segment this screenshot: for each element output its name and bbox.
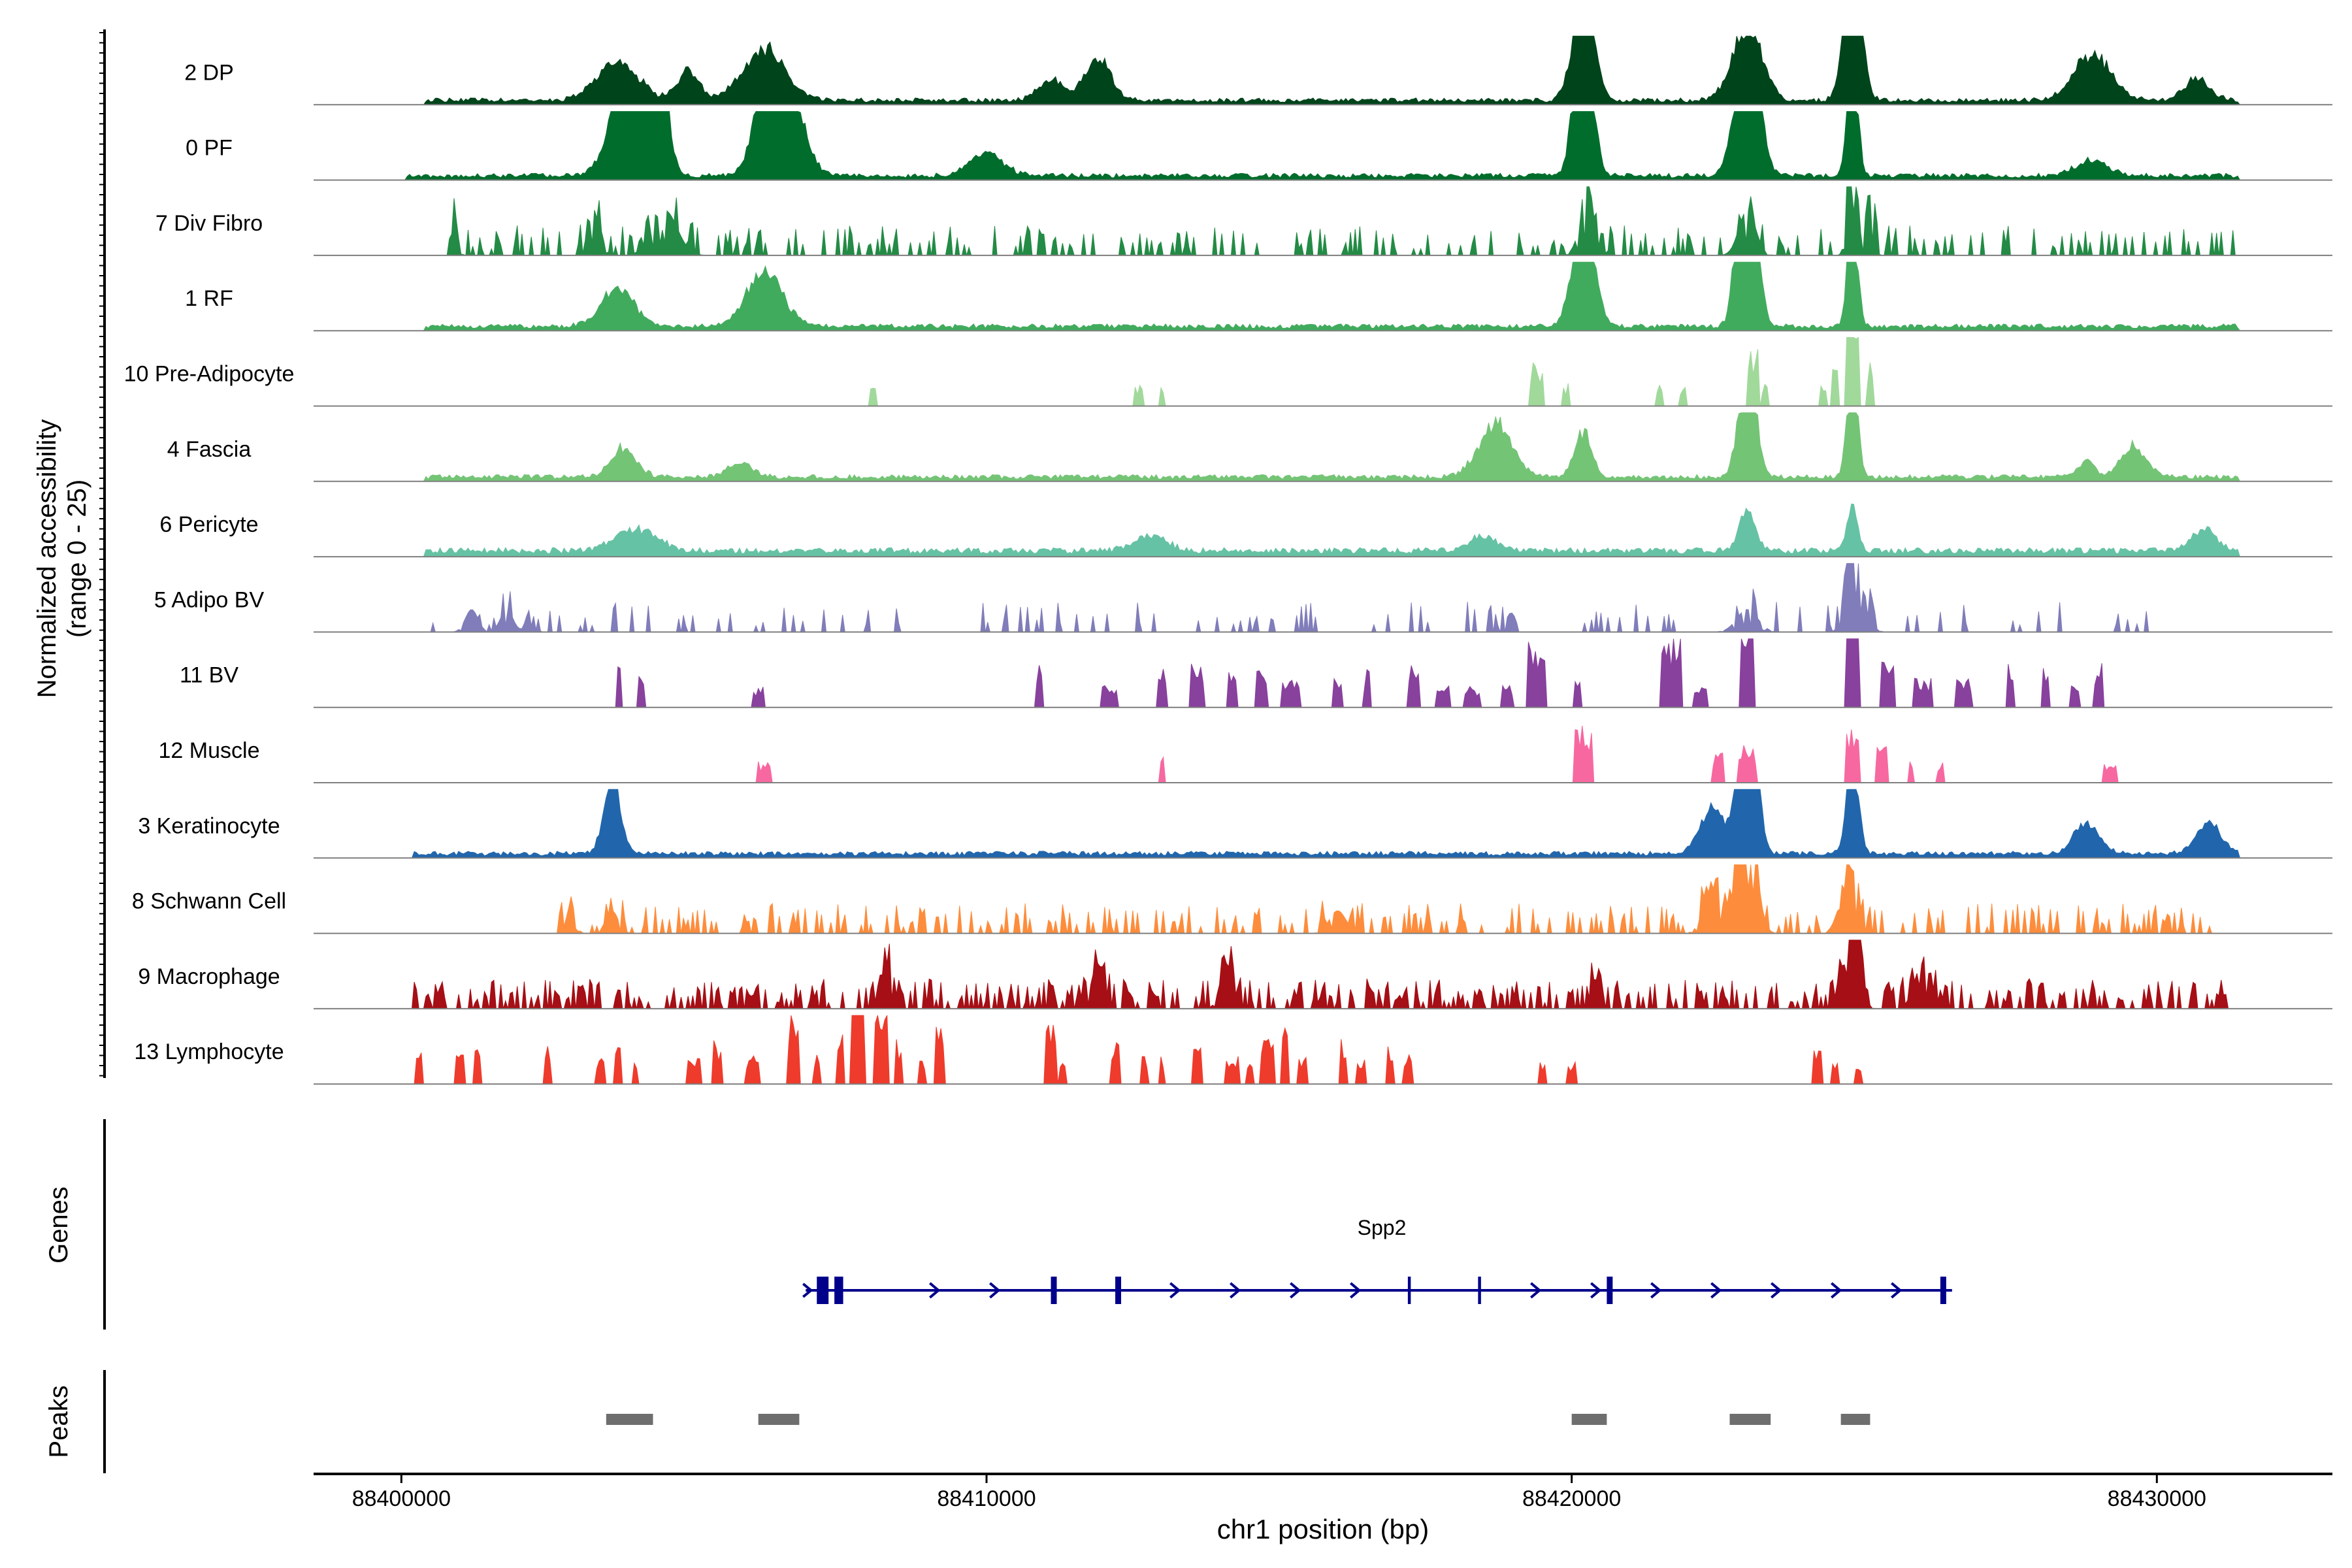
gene-name-label: Spp2	[1358, 1216, 1407, 1239]
track-6-pericyte: 6 Pericyte	[159, 503, 2332, 558]
track-label: 3 Keratinocyte	[138, 813, 280, 838]
x-axis-ticks: 88400000 88410000 88420000 88430000	[352, 1474, 2206, 1511]
gene-exon	[1607, 1277, 1613, 1304]
x-tick-label: 88400000	[352, 1486, 451, 1511]
y-axis-title: Normalized accessibility (range 0 - 25)	[33, 419, 91, 698]
gene-strand-arrow	[989, 1282, 1001, 1299]
gene-strand-arrow	[802, 1282, 813, 1298]
track-label: 13 Lymphocyte	[134, 1039, 284, 1064]
track-3-keratinocyte: 3 Keratinocyte	[138, 789, 2332, 859]
gene-strand-arrow	[1350, 1282, 1362, 1299]
track-label: 5 Adipo BV	[154, 587, 265, 612]
gene-strand-arrow	[1771, 1282, 1782, 1299]
track-label: 2 DP	[184, 60, 234, 85]
gene-exon	[1051, 1277, 1057, 1304]
coverage-area	[314, 35, 2332, 105]
coverage-area	[314, 789, 2332, 858]
coverage-area	[314, 261, 2332, 331]
gene-strand-arrow	[1230, 1282, 1241, 1299]
coverage-area	[314, 503, 2332, 557]
track-8-schwann-cell: 8 Schwann Cell	[132, 864, 2332, 935]
track-label: 8 Schwann Cell	[132, 889, 286, 914]
peak-regions	[606, 1414, 1870, 1425]
track-0-pf: 0 PF	[186, 111, 2332, 181]
track-7-div-fibro: 7 Div Fibro	[155, 186, 2332, 257]
peaks-panel: Peaks	[44, 1370, 1870, 1473]
y-axis-range-label: (range 0 - 25)	[63, 480, 91, 638]
track-label: 10 Pre-Adipocyte	[124, 362, 295, 387]
gene-exon	[1478, 1277, 1481, 1304]
track-label: 1 RF	[185, 286, 233, 311]
track-11-bv: 11 BV	[180, 638, 2332, 708]
gene-strand-arrow	[1831, 1282, 1842, 1299]
peak-region	[1729, 1414, 1771, 1425]
peak-region	[606, 1414, 653, 1425]
peak-region	[1840, 1414, 1870, 1425]
coverage-area	[314, 412, 2332, 482]
gene-exon	[1407, 1277, 1411, 1304]
gene-strand-arrow	[1710, 1282, 1722, 1299]
gene-strand-arrow	[1290, 1282, 1301, 1299]
track-13-lymphocyte: 13 Lymphocyte	[134, 1015, 2332, 1085]
coverage-tracks: 2 DP 0 PF 7 Div Fibro 1 RF 10 Pre-Adipocyte 4…	[124, 35, 2332, 1085]
track-label: 9 Macrophage	[138, 964, 280, 989]
gene-model	[802, 1277, 1952, 1304]
track-label: 6 Pericyte	[159, 512, 258, 537]
track-label: 11 BV	[180, 663, 238, 688]
y-axis-label: Normalized accessibility	[33, 419, 61, 698]
genes-panel-label: Genes	[44, 1186, 73, 1264]
coverage-area	[314, 111, 2332, 181]
genes-panel: Genes Spp2	[44, 1119, 1952, 1330]
track-10-pre-adipocyte: 10 Pre-Adipocyte	[124, 336, 2332, 407]
track-4-fascia: 4 Fascia	[167, 412, 2332, 482]
gene-exon	[834, 1277, 843, 1304]
gene-exon	[1940, 1277, 1946, 1304]
track-12-muscle: 12 Muscle	[159, 725, 2332, 783]
track-label: 12 Muscle	[159, 738, 260, 763]
track-label: 7 Div Fibro	[155, 211, 263, 236]
peaks-panel-label: Peaks	[44, 1385, 73, 1458]
gene-strand-arrow	[1530, 1282, 1542, 1299]
track-2-dp: 2 DP	[184, 35, 2332, 106]
gene-strand-arrow	[1891, 1282, 1903, 1299]
peak-region	[1571, 1414, 1607, 1425]
gene-strand-arrow	[1590, 1282, 1602, 1299]
gene-exon	[1115, 1277, 1121, 1304]
x-tick-label: 88410000	[937, 1486, 1036, 1511]
gene-strand-arrow	[1650, 1282, 1662, 1299]
peak-region	[758, 1414, 800, 1425]
track-1-rf: 1 RF	[185, 261, 2332, 332]
gene-exon	[817, 1277, 829, 1304]
track-label: 4 Fascia	[167, 437, 252, 462]
track-label: 0 PF	[186, 136, 233, 161]
x-tick-label: 88420000	[1522, 1486, 1621, 1511]
x-tick-label: 88430000	[2108, 1486, 2206, 1511]
gene-strand-arrow	[1169, 1282, 1181, 1299]
y-axis-ticks	[99, 32, 105, 1077]
gene-strand-arrow	[929, 1282, 941, 1299]
track-9-macrophage: 9 Macrophage	[138, 939, 2332, 1010]
track-5-adipo-bv: 5 Adipo BV	[154, 563, 2332, 634]
x-axis-label: chr1 position (bp)	[1217, 1514, 1429, 1544]
